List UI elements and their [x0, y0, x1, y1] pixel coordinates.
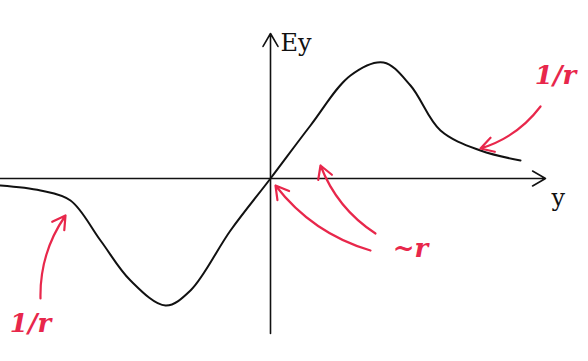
- svg-text:Ey: Ey: [281, 29, 313, 57]
- svg-text:1/r: 1/r: [535, 60, 579, 90]
- svg-text:y: y: [551, 184, 566, 212]
- svg-text:~r: ~r: [393, 233, 431, 263]
- svg-text:1/r: 1/r: [10, 308, 54, 338]
